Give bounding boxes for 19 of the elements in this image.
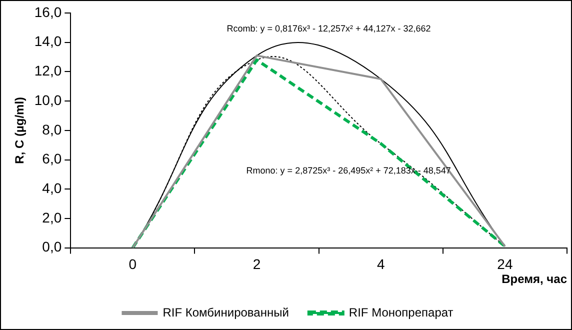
legend-label: RIF Комбинированный xyxy=(162,305,289,320)
y-axis-title: R, C (µg/ml) xyxy=(12,96,27,164)
y-tick-label: 16,0 xyxy=(34,4,62,20)
y-tick-label: 2,0 xyxy=(42,209,62,226)
x-tick-label: 4 xyxy=(376,256,385,272)
annotation: Rcomb: y = 0,8176x³ - 12,257x² + 44,127x - 32,662 xyxy=(226,23,431,34)
y-tick-label: 8,0 xyxy=(42,121,62,138)
legend-label: RIF Монопрепарат xyxy=(348,305,454,320)
x-axis-title: Время, час xyxy=(502,272,568,286)
y-tick-label: 6,0 xyxy=(42,150,62,167)
y-tick-label: 14,0 xyxy=(34,33,62,50)
x-tick-label: 0 xyxy=(128,256,137,272)
y-tick-label: 4,0 xyxy=(42,180,62,196)
y-tick-label: 12,0 xyxy=(34,62,62,79)
annotation: Rmono: y = 2,8725x³ - 26,495x² + 72,183x - 48,547 xyxy=(246,165,451,176)
x-tick-label: 2 xyxy=(252,256,261,272)
y-tick-label: 10,0 xyxy=(34,92,62,108)
x-tick-label: 24 xyxy=(497,256,513,272)
y-tick-label: 0,0 xyxy=(42,238,62,255)
